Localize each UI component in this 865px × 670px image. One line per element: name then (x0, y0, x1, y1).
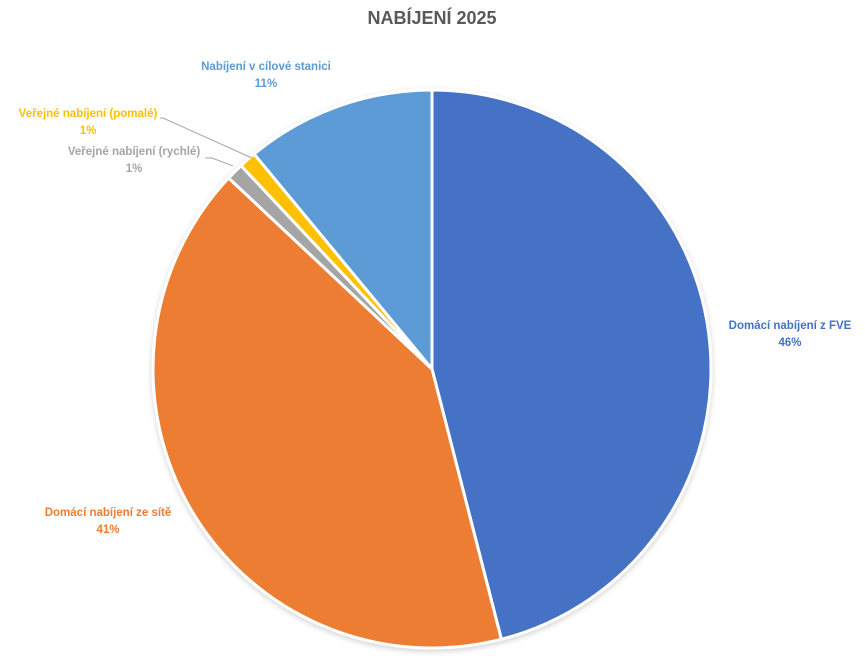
data-label-name-domaci-nabijeni-z-fve: Domácí nabíjení z FVE (729, 320, 852, 332)
data-label-value-domaci-nabijeni-z-fve: 46% (778, 337, 801, 349)
leader-line-verejne-nabijeni-rychle (205, 157, 234, 167)
pie-slice-domaci-nabijeni-ze-site (151, 176, 503, 650)
pie-slice-nabijeni-v-cilove-stanici (252, 88, 434, 371)
data-label-name-verejne-nabijeni-rychle: Veřejné nabíjení (rychlé) (68, 146, 200, 158)
data-label-name-domaci-nabijeni-ze-site: Domácí nabíjení ze sítě (45, 507, 172, 519)
data-labels: Domácí nabíjení z FVE 46% Domácí nabíjení … (19, 61, 852, 536)
pie-slices (151, 88, 713, 650)
data-label-value-verejne-nabijeni-rychle: 1% (126, 163, 143, 175)
data-label-value-nabijeni-v-cilove-stanici: 11% (255, 78, 277, 90)
chart-title: NABÍJENÍ 2025 (367, 7, 496, 28)
data-label-name-nabijeni-v-cilove-stanici: Nabíjení v cílové stanici (201, 61, 331, 73)
data-label-value-verejne-nabijeni-pomale: 1% (80, 125, 97, 137)
leader-lines (160, 117, 253, 167)
pie-slice-domaci-nabijeni-z-fve (430, 88, 713, 641)
data-label-value-domaci-nabijeni-ze-site: 41% (96, 524, 119, 536)
data-label-name-verejne-nabijeni-pomale: Veřejné nabíjení (pomalé) (19, 108, 158, 120)
leader-line-verejne-nabijeni-pomale (160, 117, 253, 159)
